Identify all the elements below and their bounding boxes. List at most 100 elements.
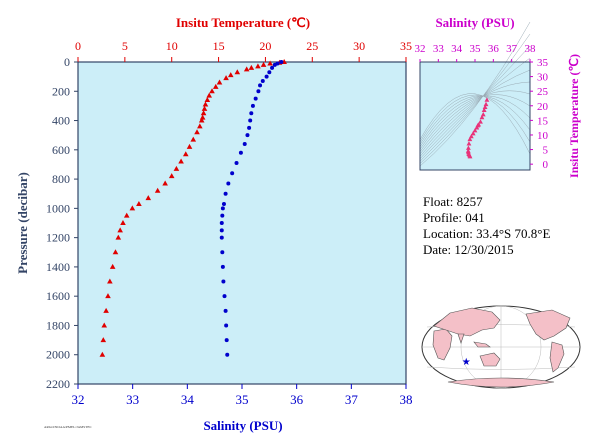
temp-tick-label: 30 xyxy=(353,39,365,53)
temperature-point xyxy=(255,63,261,69)
temperature-point xyxy=(123,212,130,218)
world-map: ★ xyxy=(421,305,581,389)
salinity-point xyxy=(279,60,284,64)
temperature-point xyxy=(154,187,161,193)
pressure-tick-label: 1800 xyxy=(46,318,70,332)
map-land xyxy=(432,307,571,388)
sal-tick-label: 34 xyxy=(181,392,195,407)
pressure-tick-label: 600 xyxy=(52,143,70,157)
salinity-axis: 32 33 34 35 36 37 38 xyxy=(72,384,413,407)
ts-temp-tick-label: 5 xyxy=(543,145,549,157)
temperature-point xyxy=(105,293,111,299)
salinity-point xyxy=(223,308,228,313)
salinity-point xyxy=(250,103,255,108)
salinity-point xyxy=(224,323,229,328)
pressure-tick-label: 0 xyxy=(64,55,70,69)
salinity-point xyxy=(270,65,275,70)
sal-tick-label: 33 xyxy=(126,392,139,407)
density-contour xyxy=(419,45,531,162)
location: Location: 33.4°S 70.8°E xyxy=(423,226,550,241)
ts-sal-tick-label: 37 xyxy=(506,43,518,55)
salinity-point xyxy=(272,62,277,67)
salinity-point xyxy=(253,96,258,101)
eurasia-landmass xyxy=(433,307,501,337)
pressure-tick-label: 1600 xyxy=(46,289,70,303)
temperature-point xyxy=(190,136,197,142)
pressure-tick-label: 1400 xyxy=(46,260,70,274)
temperature-point xyxy=(162,180,168,186)
temperature-point xyxy=(209,88,215,94)
temperature-point xyxy=(234,69,241,75)
salinity-series xyxy=(219,60,284,357)
profile-number: Profile: 041 xyxy=(423,210,485,225)
ts-temperature-title: Insitu Temperature (℃) xyxy=(567,54,581,178)
ts-point xyxy=(481,107,487,112)
float-info: Float: 8257 Profile: 041 Location: 33.4°… xyxy=(423,194,550,257)
ts-temp-tick-label: 30 xyxy=(537,72,549,84)
pressure-tick-label: 400 xyxy=(52,114,70,128)
temperature-point xyxy=(267,60,273,66)
ts-temp-tick-label: 0 xyxy=(543,159,549,171)
pressure-tick-label: 800 xyxy=(52,172,70,186)
density-contour xyxy=(419,93,531,155)
ts-point xyxy=(467,153,473,159)
salinity-point xyxy=(267,70,272,75)
salinity-point xyxy=(220,264,225,269)
ts-point xyxy=(484,97,490,102)
density-contour xyxy=(419,95,531,147)
float-position-marker: ★ xyxy=(462,357,471,368)
ts-point xyxy=(472,127,478,133)
ts-sal-tick-label: 35 xyxy=(470,43,482,55)
sal-tick-label: 35 xyxy=(236,392,249,407)
temp-tick-label: 0 xyxy=(75,39,81,53)
density-contour xyxy=(419,21,531,167)
ts-temp-tick-label: 25 xyxy=(537,86,549,98)
temperature-point xyxy=(173,165,180,171)
ts-sal-tick-label: 34 xyxy=(451,43,463,55)
temperature-axis: 0 5 10 15 20 25 30 35 xyxy=(75,39,412,62)
australia-landmass xyxy=(479,352,501,367)
temperature-point xyxy=(197,123,203,129)
float-id: Float: 8257 xyxy=(423,194,483,209)
salinity-point xyxy=(245,133,250,138)
ts-diagram: 32 33 34 35 36 37 38 0 5 10 15 20 25 30 35 Salinity (… xyxy=(415,15,582,178)
ts-point xyxy=(468,133,474,139)
main-plot-background xyxy=(78,62,406,384)
ts-series xyxy=(465,97,490,159)
salinity-point xyxy=(221,201,226,206)
salinity-point xyxy=(260,79,265,84)
salinity-axis-title: Salinity (PSU) xyxy=(203,418,282,433)
salinity-point xyxy=(234,160,239,165)
temperature-point xyxy=(243,66,250,72)
temperature-point xyxy=(182,151,189,157)
salinity-point xyxy=(242,141,247,146)
salinity-point xyxy=(223,191,228,196)
temp-tick-label: 15 xyxy=(213,39,225,53)
sal-tick-label: 37 xyxy=(345,392,359,407)
temperature-point xyxy=(206,92,212,98)
density-contour xyxy=(419,94,531,150)
temperature-point xyxy=(223,75,229,81)
temperature-point xyxy=(200,110,207,116)
temperature-point xyxy=(99,351,106,357)
density-contour xyxy=(419,57,531,159)
ts-plot-background xyxy=(420,62,530,170)
temp-tick-label: 5 xyxy=(122,39,128,53)
ts-temp-tick-label: 20 xyxy=(537,101,549,113)
ts-point xyxy=(478,119,483,124)
salinity-point xyxy=(258,83,263,88)
temperature-point xyxy=(198,117,205,123)
temperature-point xyxy=(112,249,119,255)
salinity-point xyxy=(224,338,229,343)
temperature-point xyxy=(115,234,122,240)
sal-tick-label: 38 xyxy=(400,392,413,407)
ts-temperature-axis: 0 5 10 15 20 25 30 35 xyxy=(530,57,549,171)
ts-temp-tick-label: 10 xyxy=(537,130,549,142)
temperature-point xyxy=(145,195,152,201)
temperature-point xyxy=(199,114,206,120)
ts-point xyxy=(482,104,488,110)
salinity-point xyxy=(226,181,231,186)
temperature-point xyxy=(100,337,107,343)
salinity-point xyxy=(238,150,243,155)
